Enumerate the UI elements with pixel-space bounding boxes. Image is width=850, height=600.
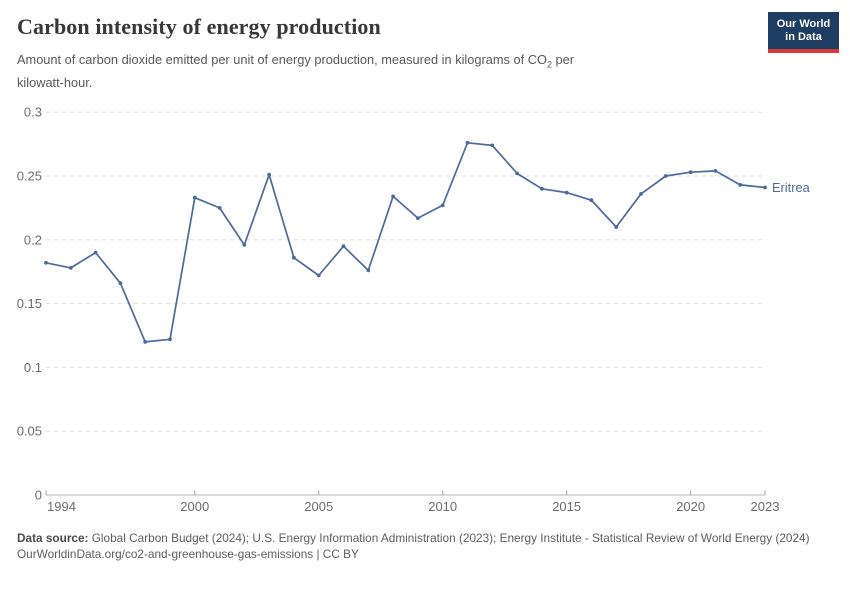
owid-logo: Our World in Data [768, 12, 839, 53]
data-source-label: Data source: [17, 531, 89, 545]
data-point-2010[interactable] [440, 203, 445, 208]
subtitle-line2: kilowatt-hour. [17, 74, 93, 90]
owid-logo-line2: in Data [785, 31, 822, 43]
data-point-2016[interactable] [589, 198, 594, 203]
data-point-2007[interactable] [366, 268, 371, 273]
data-point-2013[interactable] [515, 171, 519, 176]
chart-area: 0 0.05 0.1 0.15 0.2 0.25 0.3 1994 2000 2005 2010 20… [0, 100, 850, 530]
chart-subtitle: Amount of carbon dioxide emitted per uni… [17, 51, 574, 92]
data-point-2023[interactable] [763, 185, 767, 190]
data-point-2020[interactable] [688, 170, 693, 175]
data-point-1995[interactable] [68, 266, 73, 270]
data-point-2006[interactable] [341, 244, 346, 249]
data-point-1999[interactable] [168, 337, 172, 342]
y-tick-label-0.15: 0.15 [17, 296, 42, 311]
data-point-2018[interactable] [639, 192, 643, 196]
y-tick-label-0.3: 0.3 [24, 105, 42, 120]
data-point-1996[interactable] [93, 250, 98, 255]
x-tick-label-1994: 1994 [47, 499, 76, 514]
data-point-2022[interactable] [738, 183, 743, 187]
x-tick-label-2000: 2000 [180, 499, 209, 514]
data-point-2008[interactable] [391, 194, 395, 199]
data-point-2002[interactable] [242, 243, 247, 247]
owid-logo-line1: Our World [776, 18, 831, 30]
chart-footer: Data source: Global Carbon Budget (2024)… [17, 530, 837, 562]
data-source-text: Global Carbon Budget (2024); U.S. Energy… [88, 531, 810, 545]
data-point-1994[interactable] [44, 260, 48, 265]
entity-label-eritrea[interactable]: Eritrea [772, 180, 811, 195]
line-chart-canvas[interactable]: 0 0.05 0.1 0.15 0.2 0.25 0.3 1994 2000 2005 2010 20… [0, 100, 850, 530]
data-point-2017[interactable] [614, 225, 619, 229]
y-tick-label-0.2: 0.2 [24, 232, 42, 247]
data-point-2003[interactable] [267, 172, 271, 177]
data-point-1998[interactable] [143, 340, 148, 344]
y-tick-label-0: 0 [35, 488, 42, 503]
x-tick-label-2005: 2005 [304, 499, 333, 514]
subtitle-text: Amount of carbon dioxide emitted per uni… [17, 52, 547, 67]
data-point-2012[interactable] [490, 143, 495, 148]
data-point-2005[interactable] [316, 273, 321, 278]
data-point-2014[interactable] [540, 186, 544, 191]
eritrea-line-series[interactable] [45, 141, 766, 343]
data-point-2000[interactable] [192, 195, 197, 200]
y-tick-label-0.25: 0.25 [17, 169, 42, 184]
subtitle-subscript: 2 [546, 59, 552, 70]
x-tick-label-2015: 2015 [552, 499, 581, 514]
x-tick-label-2023: 2023 [751, 499, 780, 514]
subtitle-text-after-sub: per [551, 52, 575, 67]
footer-url-license[interactable]: OurWorldinData.org/co2-and-greenhouse-ga… [17, 547, 359, 561]
data-point-2015[interactable] [564, 190, 569, 195]
y-tick-label-0.1: 0.1 [24, 360, 42, 375]
data-point-2021[interactable] [713, 169, 718, 173]
data-point-2004[interactable] [292, 255, 296, 260]
data-point-1997[interactable] [118, 281, 123, 286]
x-tick-label-2020: 2020 [676, 499, 705, 514]
data-source-line: Data source: Global Carbon Budget (2024)… [17, 530, 837, 546]
data-point-2009[interactable] [416, 216, 420, 220]
data-point-2019[interactable] [663, 174, 668, 178]
data-point-2011[interactable] [465, 140, 470, 145]
y-tick-label-0.05: 0.05 [17, 424, 42, 439]
chart-title: Carbon intensity of energy production [17, 14, 381, 39]
x-tick-label-2010: 2010 [428, 499, 457, 514]
data-point-2001[interactable] [217, 206, 222, 210]
